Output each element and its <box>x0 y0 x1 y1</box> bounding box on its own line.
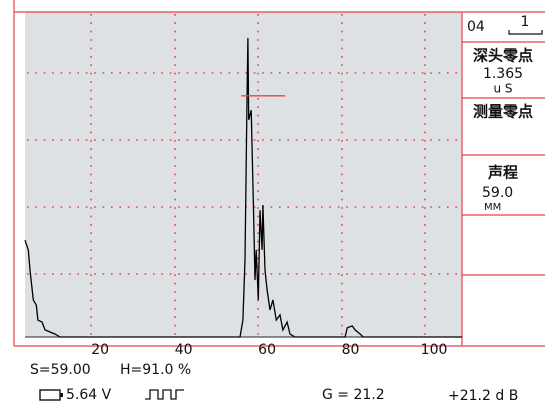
range-bracket <box>508 30 543 35</box>
pulse-icon <box>145 389 184 400</box>
channel-index: 1 <box>521 14 530 30</box>
path-label: 声程 <box>487 164 518 182</box>
x-tick-label: 100 <box>421 342 448 358</box>
x-tick-label: 40 <box>175 342 193 358</box>
plot-background <box>25 12 462 337</box>
probe-zero-unit: u S <box>493 82 512 96</box>
probe-zero-value: 1.365 <box>483 66 523 82</box>
status-db: +21.2 d B <box>448 388 518 403</box>
path-unit: MM <box>484 202 501 213</box>
status-s: S=59.00 <box>30 362 91 378</box>
measure-zero-label: 测量零点 <box>473 103 533 121</box>
frame <box>13 0 545 347</box>
status-voltage: 5.64 V <box>66 387 112 403</box>
x-tick-label: 20 <box>91 342 109 358</box>
status-h: H=91.0 % <box>120 362 191 378</box>
screen-grid <box>27 14 461 336</box>
path-value: 59.0 <box>482 185 513 201</box>
x-tick-label: 60 <box>258 342 276 358</box>
battery-icon <box>39 389 63 401</box>
status-gain: G = 21.2 <box>322 387 385 403</box>
probe-zero-label: 深头零点 <box>473 47 533 65</box>
channel: 04 <box>467 19 485 35</box>
x-tick-label: 80 <box>342 342 360 358</box>
waveform <box>24 37 462 338</box>
